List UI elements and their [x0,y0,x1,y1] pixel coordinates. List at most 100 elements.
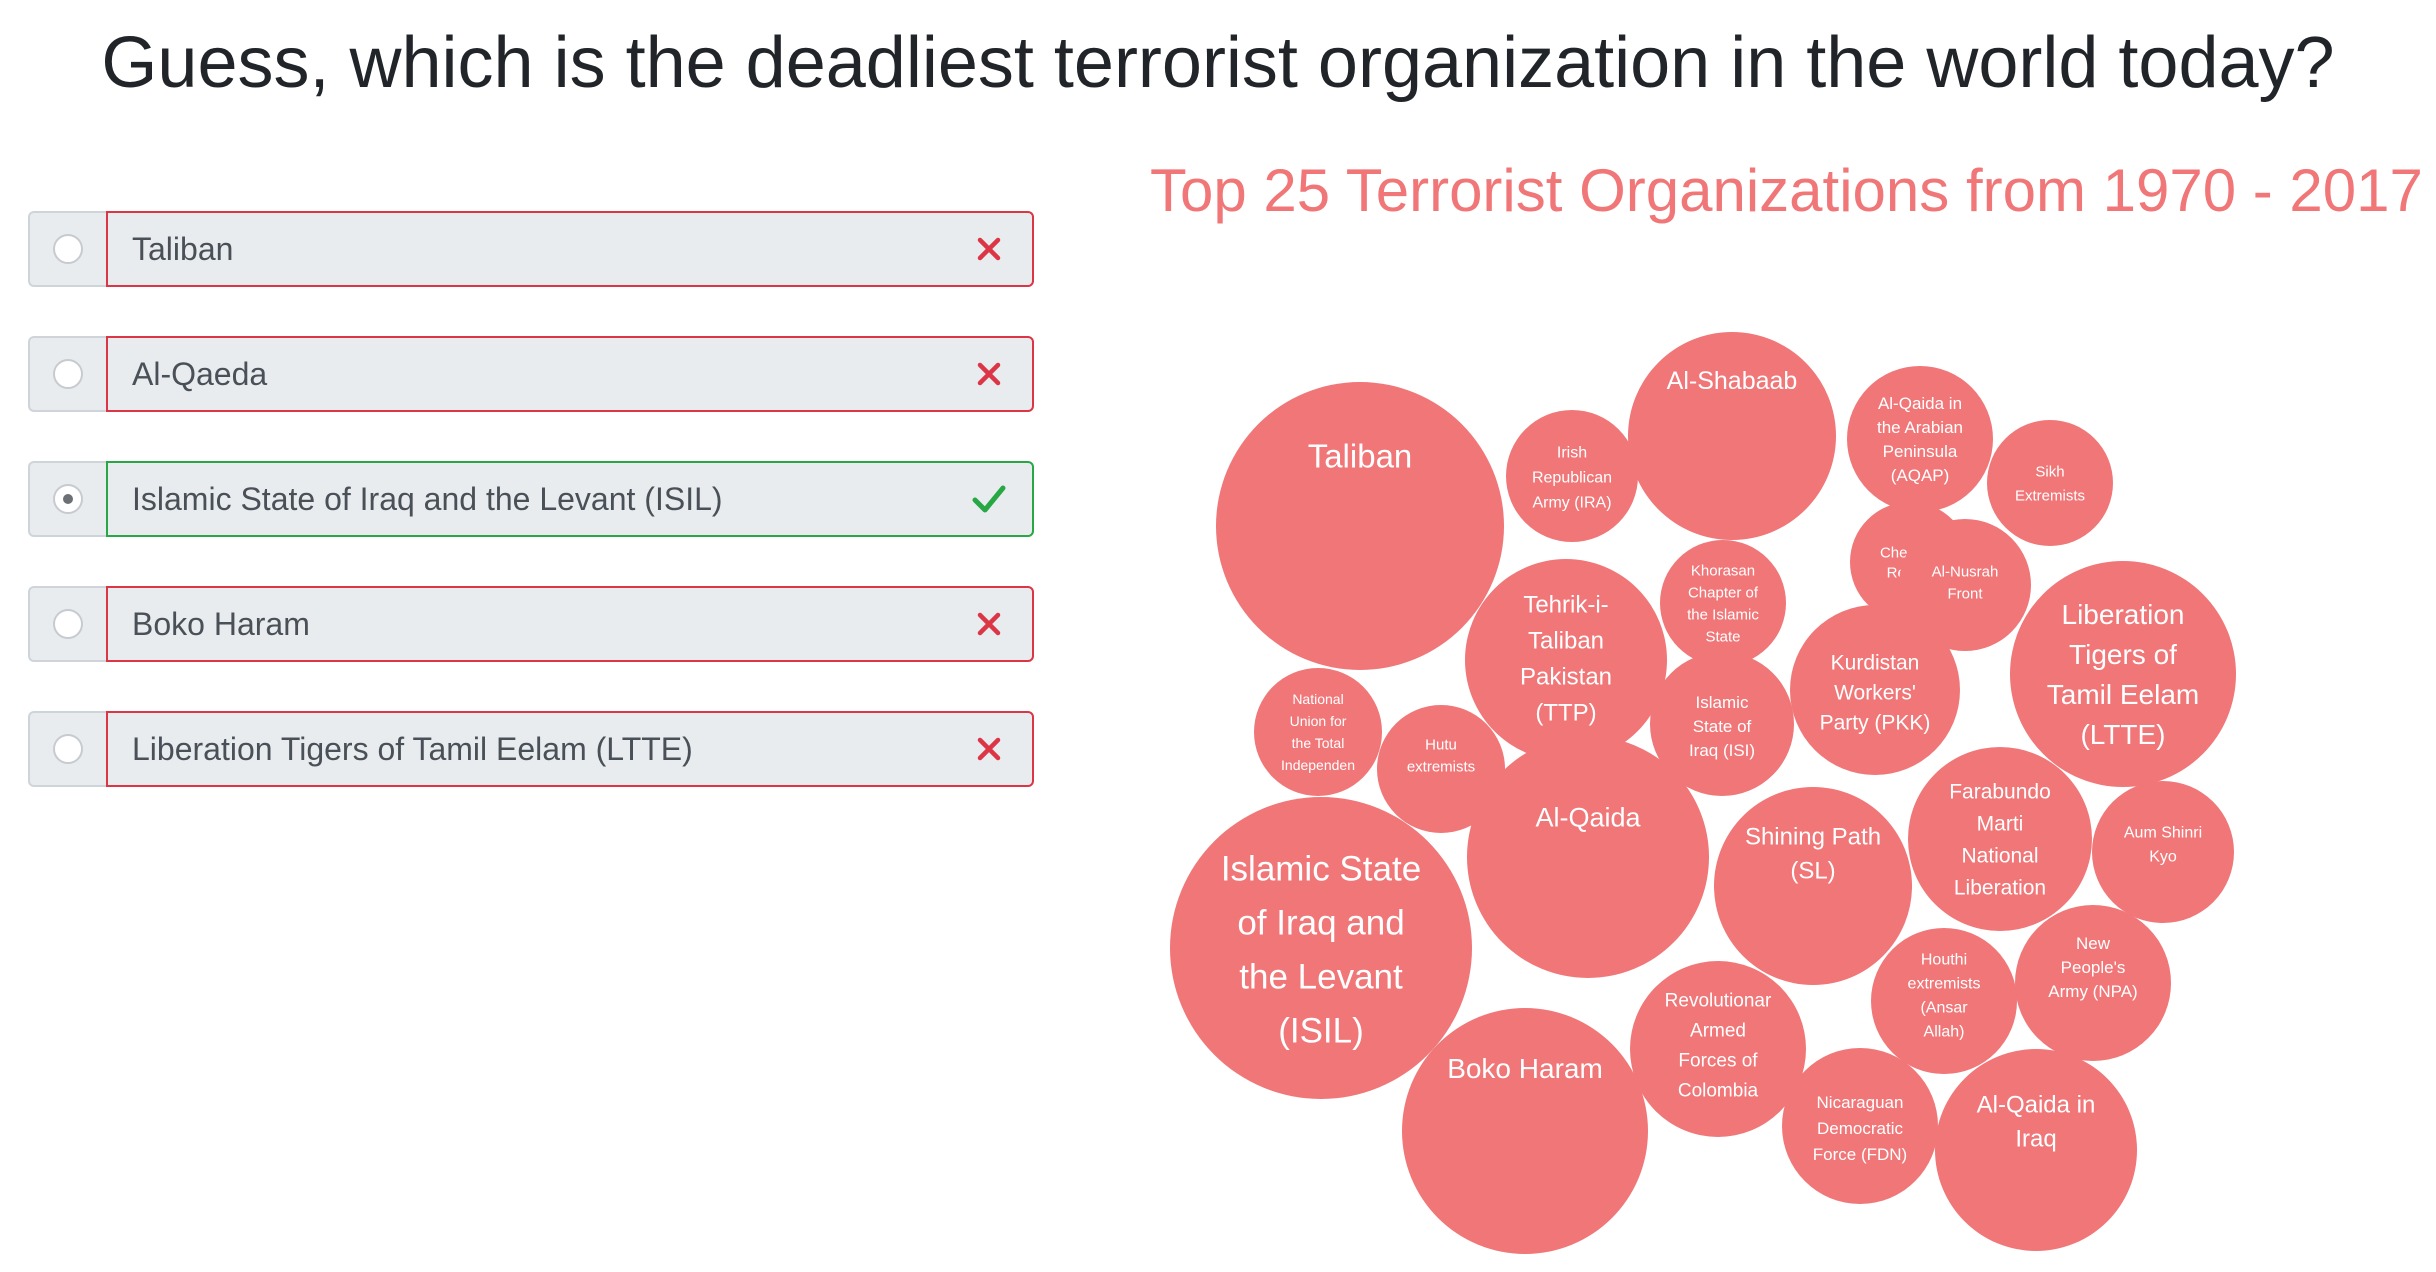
bubble-circle [2015,905,2171,1061]
bubble[interactable]: Sikh Extremists Sikh Extremists [1987,420,2113,546]
bubble-circle [1987,420,2113,546]
bubble[interactable]: Al-Qaida in the Arabian Peninsula (AQAP)… [1847,366,1993,512]
close-icon [972,607,1006,641]
bubble[interactable]: Khorasan Chapter of the Islamic StateKho… [1660,540,1786,666]
answer-box[interactable]: Liberation Tigers of Tamil Eelam (LTTE) [106,711,1034,787]
bubble-label: Kurdistan Workers' Party (PKK) [1820,651,1931,734]
bubble[interactable]: TalibanTaliban [1216,382,1504,670]
bubble-label: Shining Path (SL) [1745,823,1881,884]
bubble[interactable]: Al-Nusrah FrontAl-Nusrah Front [1899,519,2031,651]
bubble-circle [1402,1008,1648,1254]
bubble-label: Nicaraguan Democratic Force (FDN) [1813,1093,1907,1164]
bubble-circle [1465,559,1667,761]
answer-option[interactable]: Taliban [28,211,1034,287]
bubble-circle [1782,1048,1938,1204]
bubble[interactable]: National Union for the Total IndependenN… [1254,668,1382,796]
radio-button[interactable] [53,234,83,264]
bubble-label: New People's Army (NPA) [2048,934,2137,1001]
bubble-circle [1170,797,1472,1099]
bubble-circle [2010,561,2236,787]
bubble[interactable]: Irish Republican Army (IRA) Irish Republic… [1506,410,1638,542]
bubble[interactable]: Liberation Tigers of Tamil Eelam (LTTE)L… [2010,561,2236,787]
answer-box[interactable]: Boko Haram [106,586,1034,662]
close-icon [972,232,1006,266]
bubble-circle [1871,928,2017,1074]
bubble-circle [1377,705,1505,833]
bubble[interactable]: Nicaraguan Democratic Force (FDN)Nicarag… [1782,1048,1938,1204]
bubble[interactable]: Aum Shinri KyoAum Shinri Kyo [2092,781,2234,923]
bubble[interactable]: Islamic State of Iraq and the Levant (IS… [1170,797,1472,1099]
answer-box[interactable]: Taliban [106,211,1034,287]
bubble-circle [1216,382,1504,670]
radio-cell [28,711,106,787]
answer-option[interactable]: Islamic State of Iraq and the Levant (IS… [28,461,1034,537]
bubble-circle [1714,787,1912,985]
bubble-circle [2092,781,2234,923]
radio-button[interactable] [53,734,83,764]
bubble-circle [1630,961,1806,1137]
bubble-label: Houthi extremists (Ansar Allah) [1908,952,1981,1041]
answer-option[interactable]: Al-Qaeda [28,336,1034,412]
bubble-label: Hutu extremists [1407,736,1475,775]
bubble-circle [1847,366,1993,512]
bubble-label: Sikh Extremists [2015,463,2085,504]
bubble-circle [1506,410,1638,542]
bubble[interactable]: Farabundo Marti National LiberationFarab… [1908,747,2092,931]
bubble-label: Al-Qaida [1535,802,1641,832]
bubble-label: Revolutionar Armed Forces of Colombia [1665,991,1772,1102]
radio-button[interactable] [53,609,83,639]
bubble-circle [1935,1049,2137,1251]
bubble-label: Khorasan Chapter of the Islamic State [1687,562,1759,645]
answer-box[interactable]: Al-Qaeda [106,336,1034,412]
bubble-circle [1660,540,1786,666]
bubble-label: Al-Nusrah Front [1932,563,1999,602]
bubble[interactable]: Houthi extremists (Ansar Allah)Houthi ext… [1871,928,2017,1074]
answer-label: Taliban [132,230,234,267]
bubble[interactable]: Revolutionar Armed Forces of ColombiaRev… [1630,961,1806,1137]
bubble[interactable]: Shining Path (SL)Shining Path (SL) [1714,787,1912,985]
bubble-label: Islamic State of Iraq and the Levant (ISIL) [1221,849,1421,1050]
bubble-label: Aum Shinri Kyo [2124,825,2202,866]
bubble[interactable]: Islamic State of Iraq (ISI)Islamic State … [1650,652,1794,796]
answer-label: Islamic State of Iraq and the Levant (IS… [132,480,723,517]
bubble-label: Taliban [1308,438,1413,475]
close-icon [972,732,1006,766]
answer-label: Al-Qaeda [132,355,268,392]
bubble[interactable]: Kurdistan Workers' Party (PKK)Kurdistan W… [1790,605,1960,775]
bubble[interactable]: Hutu extremistsHutu extremists [1377,705,1505,833]
bubble-label: Liberation Tigers of Tamil Eelam (LTTE) [2047,599,2199,750]
answer-box[interactable]: Islamic State of Iraq and the Levant (IS… [106,461,1034,537]
bubble-circle [1650,652,1794,796]
bubble-circle [1628,332,1836,540]
bubble[interactable]: New People's Army (NPA)New People's Army (… [2015,905,2171,1061]
chart-title: Top 25 Terrorist Organizations from 1970… [1150,157,2423,224]
bubble-circle [1467,736,1709,978]
bubble[interactable]: Al-QaidaAl-Qaida [1467,736,1709,978]
bubble-label: Al-Shabaab [1667,367,1798,395]
bubble-circle [1908,747,2092,931]
bubble-label: Al-Qaida in Iraq [1977,1091,2096,1152]
bubble-circle [1899,519,2031,651]
answer-option[interactable]: Boko Haram [28,586,1034,662]
check-icon [972,482,1006,516]
answer-list: Taliban Al-Qaeda Islamic State of Iraq a… [28,211,1034,836]
page-title: Guess, which is the deadliest terrorist … [101,23,2335,103]
radio-button[interactable] [53,484,83,514]
bubble[interactable]: Boko HaramBoko Haram [1402,1008,1648,1254]
bubble-label: National Union for the Total Independen [1281,691,1355,773]
radio-cell [28,461,106,537]
bubble[interactable]: Al-Qaida in IraqAl-Qaida in Iraq [1935,1049,2137,1251]
bubble-label: Farabundo Marti National Liberation [1949,780,2051,899]
answer-option[interactable]: Liberation Tigers of Tamil Eelam (LTTE) [28,711,1034,787]
bubble-label: Boko Haram [1447,1053,1603,1084]
bubble-circle [1790,605,1960,775]
answer-label: Liberation Tigers of Tamil Eelam (LTTE) [132,730,693,767]
bubble[interactable]: Tehrik-i-Taliban Pakistan (TTP)Tehrik-i-… [1465,559,1667,761]
radio-button[interactable] [53,359,83,389]
bubble-label: Irish Republican Army (IRA) [1532,445,1612,512]
radio-cell [28,586,106,662]
answer-label: Boko Haram [132,605,310,642]
bubble-label: Islamic State of Iraq (ISI) [1689,693,1755,760]
radio-cell [28,211,106,287]
